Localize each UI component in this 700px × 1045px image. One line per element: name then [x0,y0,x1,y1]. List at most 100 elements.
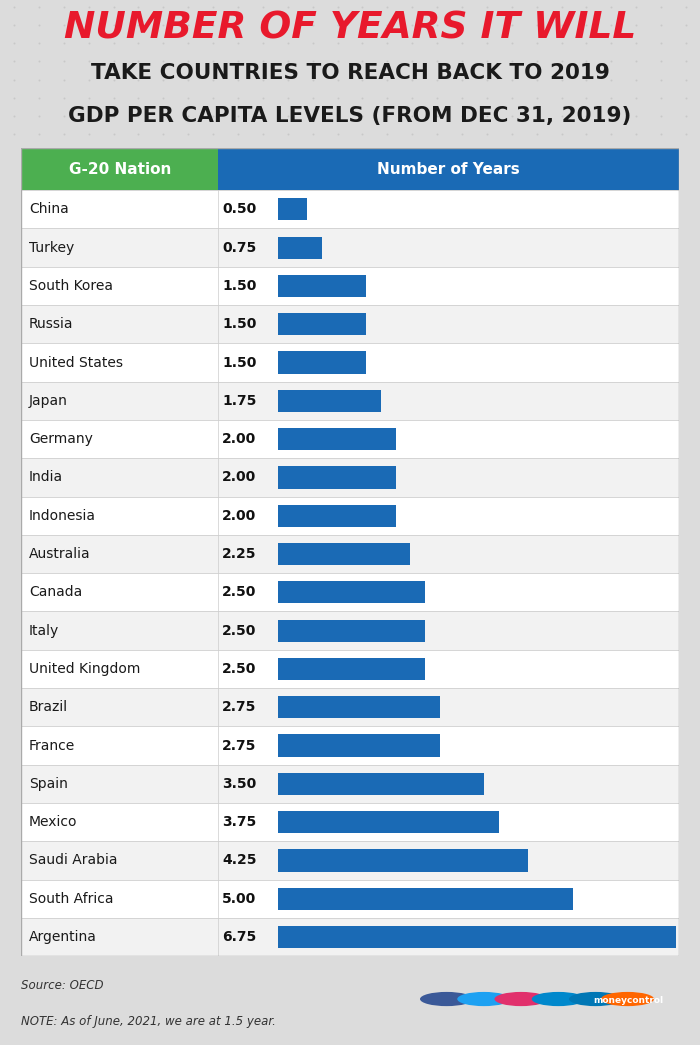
Point [357,108,368,124]
Text: TAKE COUNTRIES TO REACH BACK TO 2019: TAKE COUNTRIES TO REACH BACK TO 2019 [90,64,610,84]
Point [34,71,45,88]
Point [581,71,592,88]
Circle shape [532,992,585,1006]
Point [158,125,169,142]
Point [431,53,442,70]
Text: 2.25: 2.25 [223,547,257,561]
Bar [278,926,676,948]
Point [207,34,218,51]
Point [8,125,20,142]
Point [332,108,343,124]
Point [307,90,318,107]
Point [506,34,517,51]
Text: 2.00: 2.00 [223,509,257,522]
Text: Canada: Canada [29,585,82,600]
Text: NUMBER OF YEARS IT WILL: NUMBER OF YEARS IT WILL [64,10,636,46]
Point [83,53,94,70]
Point [357,0,368,16]
Text: 0.50: 0.50 [223,203,257,216]
Point [8,0,20,16]
Point [456,17,468,33]
Point [158,108,169,124]
Point [332,125,343,142]
Point [482,0,493,16]
Point [531,71,542,88]
Point [456,71,468,88]
Point [680,90,692,107]
Point [655,53,666,70]
Point [207,17,218,33]
Point [282,34,293,51]
Bar [278,887,573,910]
Point [506,90,517,107]
Point [606,0,617,16]
Point [258,0,269,16]
Point [357,125,368,142]
Bar [278,275,366,297]
Bar [21,148,218,190]
Text: 2.50: 2.50 [223,661,257,676]
Point [456,108,468,124]
Point [506,0,517,16]
Point [531,90,542,107]
Point [357,34,368,51]
Point [258,71,269,88]
Point [232,90,244,107]
Text: Saudi Arabia: Saudi Arabia [29,854,118,867]
Bar [278,696,440,718]
Point [332,53,343,70]
Text: GDP PER CAPITA LEVELS (FROM DEC 31, 2019): GDP PER CAPITA LEVELS (FROM DEC 31, 2019… [69,106,631,125]
Point [680,125,692,142]
Point [83,71,94,88]
Text: Indonesia: Indonesia [29,509,96,522]
Point [431,0,442,16]
Point [606,108,617,124]
Point [581,125,592,142]
Text: Argentina: Argentina [29,930,97,944]
Point [407,108,418,124]
Point [307,53,318,70]
Point [34,108,45,124]
Point [83,90,94,107]
Text: Mexico: Mexico [29,815,78,829]
Text: South Africa: South Africa [29,891,113,906]
Text: Brazil: Brazil [29,700,68,714]
Point [133,125,144,142]
Text: United Kingdom: United Kingdom [29,661,140,676]
Point [332,17,343,33]
Point [183,108,194,124]
Point [556,17,567,33]
Text: Number of Years: Number of Years [377,162,520,177]
Point [655,90,666,107]
Bar [278,428,396,450]
Bar [278,351,366,374]
Point [581,0,592,16]
Point [431,90,442,107]
Bar [278,657,425,680]
Point [680,71,692,88]
Point [207,0,218,16]
Bar [278,466,396,489]
Point [382,71,393,88]
Point [34,17,45,33]
Point [282,90,293,107]
Point [680,108,692,124]
Point [307,17,318,33]
Point [108,108,119,124]
Point [183,125,194,142]
Point [307,34,318,51]
Point [407,125,418,142]
Point [133,71,144,88]
Point [581,90,592,107]
Point [258,34,269,51]
Bar [278,390,381,412]
Point [506,17,517,33]
Point [158,90,169,107]
Text: 3.50: 3.50 [223,776,257,791]
Point [158,34,169,51]
Point [8,53,20,70]
Point [581,34,592,51]
Text: 5.00: 5.00 [223,891,257,906]
Point [307,0,318,16]
Point [456,53,468,70]
